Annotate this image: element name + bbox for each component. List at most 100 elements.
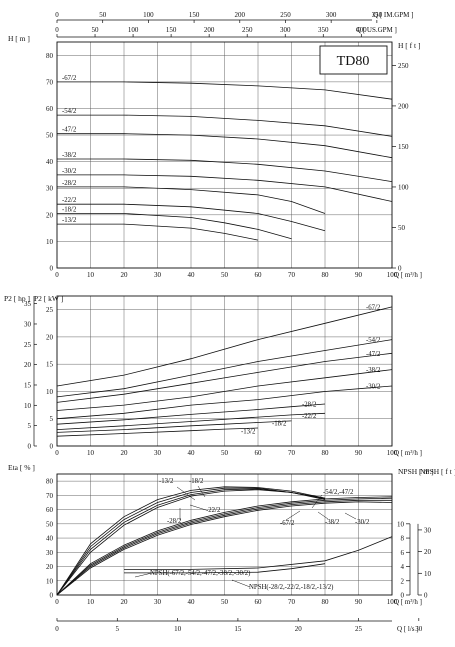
eta-label-leader bbox=[176, 486, 196, 501]
eta-label-leader bbox=[344, 512, 357, 520]
head-x-tick: 70 bbox=[288, 271, 296, 279]
power-kw-tick: 25 bbox=[46, 306, 54, 314]
power-hp-tick: 30 bbox=[24, 320, 32, 328]
power-plot-frame bbox=[56, 295, 393, 447]
im-gpm-tick: 200 bbox=[235, 11, 246, 19]
head-ft-tick: 50 bbox=[398, 224, 406, 232]
power-curve-label: -54/2 bbox=[366, 337, 381, 344]
im-gpm-tick: 250 bbox=[280, 11, 291, 19]
power-curve-label: -38/2 bbox=[366, 367, 381, 374]
head-x-tick: 50 bbox=[221, 271, 229, 279]
power-curve bbox=[56, 427, 259, 437]
ls-tick: 10 bbox=[174, 625, 182, 633]
head-ft-tick: 150 bbox=[398, 143, 409, 151]
eta-x-tick: 10 bbox=[87, 598, 95, 606]
eta-y-tick: 80 bbox=[46, 478, 54, 486]
head-y-tick: 20 bbox=[46, 211, 54, 219]
im-gpm-tick: 350 bbox=[372, 11, 383, 19]
eta-curve-label: -67/2 bbox=[280, 520, 295, 527]
im-gpm-tick: 100 bbox=[143, 11, 154, 19]
power-x-label: Q [ m³/h ] bbox=[394, 449, 422, 457]
npsh-ft-tick: 0 bbox=[424, 592, 428, 600]
head-y-tick: 80 bbox=[46, 52, 54, 60]
power-curve bbox=[56, 385, 393, 420]
head-x-tick: 20 bbox=[121, 271, 129, 279]
power-hp-label: P2 [ hp ] bbox=[4, 294, 30, 303]
power-x-tick: 40 bbox=[188, 449, 196, 457]
power-kw-tick: 20 bbox=[46, 333, 54, 341]
eta-curve-label: NPSH(-67/2,-54/2,-47/2,-38/2,-30/2) bbox=[150, 570, 250, 577]
us-gpm-tick: 50 bbox=[92, 26, 100, 34]
eta-y-tick: 20 bbox=[46, 563, 54, 571]
eta-curve bbox=[56, 499, 392, 596]
eta-label-leader bbox=[311, 494, 323, 509]
npsh-ft-tick: 20 bbox=[424, 548, 432, 556]
im-gpm-label: Q [ IM.GPM ] bbox=[373, 11, 413, 19]
head-y-label: H [ m ] bbox=[8, 34, 30, 43]
ls-tick: 20 bbox=[295, 625, 303, 633]
ls-tick: 5 bbox=[116, 625, 120, 633]
power-x-tick: 100 bbox=[387, 449, 398, 457]
head-curve-label: -13/2 bbox=[62, 217, 77, 224]
head-ft-label: H [ f t ] bbox=[398, 41, 421, 50]
power-x-tick: 0 bbox=[55, 449, 59, 457]
power-curve-label: -22/2 bbox=[302, 413, 317, 420]
eta-curve bbox=[56, 489, 326, 596]
power-curve-label: -30/2 bbox=[366, 384, 381, 391]
im-gpm-tick: 50 bbox=[99, 11, 107, 19]
ls-tick: 30 bbox=[415, 625, 423, 633]
eta-curve-label: -22/2 bbox=[206, 507, 221, 514]
eta-curve bbox=[124, 563, 326, 574]
eta-curve bbox=[56, 497, 393, 596]
eta-label-leader bbox=[197, 485, 206, 498]
power-x-tick: 80 bbox=[322, 449, 330, 457]
head-ft-tick: 0 bbox=[398, 265, 402, 273]
head-x-tick: 60 bbox=[255, 271, 263, 279]
power-hp-tick: 20 bbox=[24, 361, 32, 369]
npsh-m-tick: 8 bbox=[401, 535, 405, 543]
eta-x-label: Q [ m³/h ] bbox=[394, 598, 422, 606]
eta-curve-label: NPSH(-28/2,-22/2,-18/2,-13/2) bbox=[249, 584, 333, 591]
us-gpm-tick: 0 bbox=[55, 26, 59, 34]
eta-y-tick: 30 bbox=[46, 549, 54, 557]
eta-curve bbox=[56, 486, 326, 596]
eta-x-tick: 30 bbox=[154, 598, 162, 606]
power-x-tick: 10 bbox=[87, 449, 95, 457]
eta-label-leader bbox=[231, 579, 251, 588]
us-gpm-label: Q [ US.GPM ] bbox=[356, 26, 397, 34]
eta-y-tick: 40 bbox=[46, 535, 54, 543]
power-curve bbox=[56, 403, 326, 425]
ls-tick: 25 bbox=[355, 625, 363, 633]
us-gpm-tick: 150 bbox=[166, 26, 177, 34]
power-x-tick: 70 bbox=[288, 449, 296, 457]
chart-title: TD80 bbox=[337, 54, 370, 69]
head-curve-label: -67/2 bbox=[62, 75, 77, 82]
head-curve-label: -54/2 bbox=[62, 108, 77, 115]
eta-curve-label: -54/2,-47/2 bbox=[323, 489, 354, 496]
power-x-tick: 60 bbox=[255, 449, 263, 457]
head-curve bbox=[57, 223, 259, 241]
eta-x-tick: 0 bbox=[55, 598, 59, 606]
power-curve-label: -28/2 bbox=[302, 402, 317, 409]
head-x-tick: 10 bbox=[87, 271, 95, 279]
power-x-tick: 50 bbox=[221, 449, 229, 457]
head-curve-label: -18/2 bbox=[62, 206, 77, 213]
power-hp-tick: 0 bbox=[28, 443, 32, 451]
ls-tick: 15 bbox=[234, 625, 242, 633]
power-curve bbox=[56, 339, 393, 398]
eta-label-leader bbox=[317, 511, 329, 520]
head-curve bbox=[57, 203, 326, 232]
npsh-ft-label: NPSH [ f t ] bbox=[420, 467, 455, 476]
head-curve bbox=[57, 133, 393, 159]
eta-curve-label: -38/2 bbox=[325, 519, 340, 526]
power-hp-tick: 25 bbox=[24, 341, 32, 349]
npsh-m-tick: 6 bbox=[401, 549, 405, 557]
eta-y-tick: 50 bbox=[46, 520, 54, 528]
power-x-tick: 30 bbox=[154, 449, 162, 457]
eta-x-tick: 90 bbox=[355, 598, 363, 606]
eta-y-label: Eta [ % ] bbox=[8, 463, 35, 472]
head-curve bbox=[57, 158, 393, 182]
eta-x-tick: 20 bbox=[121, 598, 129, 606]
